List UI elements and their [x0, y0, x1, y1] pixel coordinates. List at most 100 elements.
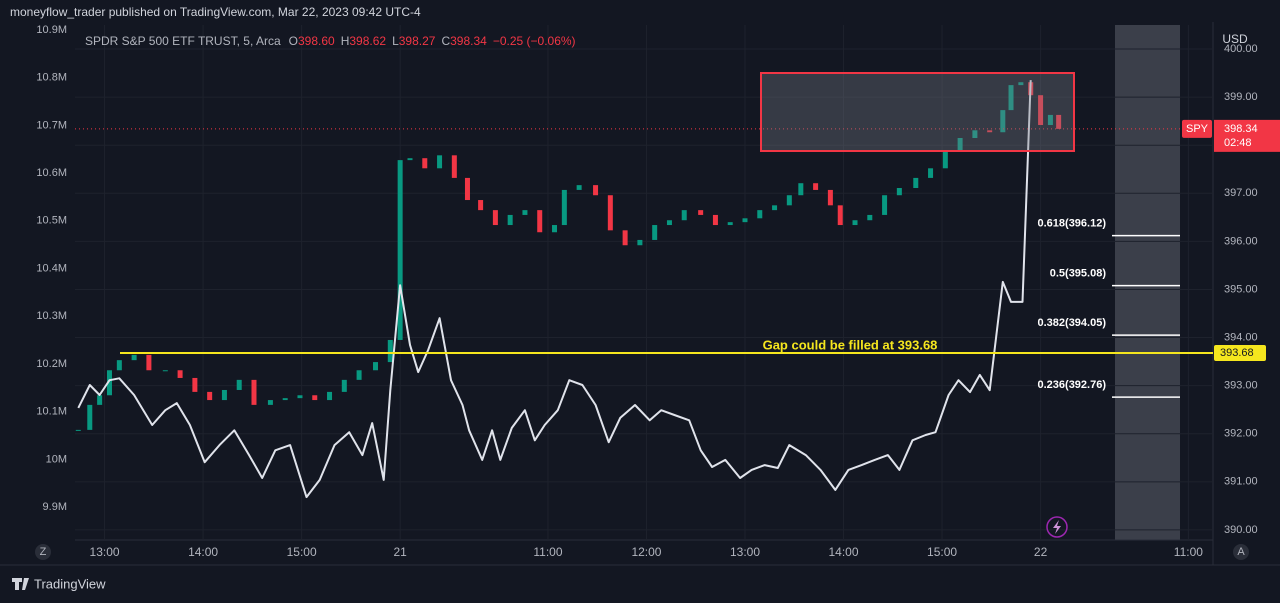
candle-body — [75, 429, 81, 431]
candle-body — [464, 177, 470, 201]
candle-body — [1018, 82, 1024, 86]
y2-tick-label: 10.6M — [36, 167, 67, 179]
y-tick-label: 394.00 — [1224, 331, 1258, 343]
last-price-tag — [1214, 119, 1280, 152]
candle-body — [1008, 85, 1014, 111]
candle-body — [813, 183, 819, 190]
fib-label: 0.618(396.12) — [1038, 218, 1107, 230]
candle-body — [192, 377, 198, 392]
y2-tick-label: 10.2M — [36, 358, 67, 370]
candle-body — [146, 354, 152, 371]
event-bolt — [1053, 520, 1061, 534]
y-tick-label: 396.00 — [1224, 235, 1258, 247]
candle-body — [251, 379, 257, 405]
x-tick-label: 15:00 — [927, 545, 957, 559]
x-tick-label: 12:00 — [631, 545, 661, 559]
change: −0.25 (−0.06%) — [493, 34, 576, 48]
candle-body — [162, 370, 168, 372]
candle-body — [896, 188, 902, 196]
candle-body — [106, 370, 112, 396]
c-value: 398.34 — [450, 34, 487, 48]
y2-tick-label: 10.7M — [36, 119, 67, 131]
candle-body — [882, 195, 888, 215]
y-tick-label: 392.00 — [1224, 428, 1258, 440]
h-value: 398.62 — [349, 34, 386, 48]
y-tick-label: 393.00 — [1224, 380, 1258, 392]
event-icon[interactable] — [1046, 516, 1068, 538]
candle-body — [622, 230, 628, 246]
x-tick-label: 15:00 — [287, 545, 317, 559]
legend: SPDR S&P 500 ETF TRUST, 5, Arca O398.60 H3… — [85, 34, 576, 48]
candle-body — [852, 220, 858, 226]
candle-body — [507, 214, 513, 226]
o-label: O — [289, 34, 298, 48]
x-tick-label: 22 — [1034, 545, 1048, 559]
candle-body — [837, 205, 843, 226]
fib-label: 0.382(394.05) — [1038, 317, 1107, 329]
fib-label: 0.236(392.76) — [1038, 379, 1107, 391]
candle-body — [437, 155, 443, 169]
candle-body — [666, 220, 672, 226]
candle-body — [972, 130, 978, 139]
candle-body — [327, 391, 333, 401]
y2-tick-label: 10M — [46, 453, 67, 465]
candle-body — [1047, 114, 1053, 126]
candle-body — [786, 195, 792, 206]
y-tick-label: 390.00 — [1224, 524, 1258, 536]
candle-body — [561, 189, 567, 226]
candle-body — [397, 160, 403, 340]
y2-tick-label: 10.8M — [36, 72, 67, 84]
fib-label: 0.5(395.08) — [1050, 268, 1107, 280]
auto-button[interactable] — [1233, 544, 1249, 560]
candle-body — [698, 210, 704, 215]
candle-body — [221, 389, 227, 401]
candle-body — [387, 339, 393, 363]
x-tick-label: 13:00 — [90, 545, 120, 559]
candle-body — [407, 158, 413, 161]
candle-body — [957, 138, 963, 152]
c-label: C — [441, 34, 450, 48]
candle-body — [942, 151, 948, 169]
auto-label[interactable]: A — [1237, 546, 1245, 558]
y2-tick-label: 10.3M — [36, 310, 67, 322]
y2-tick-label: 10.5M — [36, 215, 67, 227]
candle-body — [681, 210, 687, 221]
candle-body — [478, 200, 484, 211]
candle-body — [236, 379, 242, 390]
highlight-box — [760, 72, 1075, 152]
candle-body — [131, 354, 137, 361]
symbol-tag-label: SPY — [1186, 123, 1209, 135]
currency: USD — [1222, 32, 1248, 46]
symbol-tag — [1182, 119, 1212, 138]
candle-body — [742, 218, 748, 223]
zoom-button[interactable] — [35, 544, 51, 560]
symbol: SPDR S&P 500 ETF TRUST, 5, Arca — [85, 34, 281, 48]
candle-body — [727, 222, 733, 226]
l-label: L — [392, 34, 399, 48]
candle-body — [297, 395, 303, 399]
candle-body — [576, 185, 582, 190]
candle-body — [913, 177, 919, 189]
candle-body — [652, 225, 658, 240]
countdown-label: 02:48 — [1224, 137, 1252, 149]
x-tick-label: 11:00 — [533, 545, 562, 559]
y-tick-label: 391.00 — [1224, 476, 1258, 488]
candle-body — [537, 210, 543, 233]
gap-level-tag — [1214, 344, 1266, 361]
zoom-label[interactable]: Z — [40, 546, 47, 558]
y-tick-label: 395.00 — [1224, 283, 1258, 295]
candle-body — [373, 362, 379, 371]
gap-level-label: 393.68 — [1220, 347, 1254, 359]
y-tick-label: 397.00 — [1224, 187, 1258, 199]
candle-body — [207, 391, 213, 401]
candle-body — [593, 185, 599, 196]
candle-body — [1000, 110, 1006, 133]
candle-body — [87, 404, 93, 430]
l-value: 398.27 — [399, 34, 436, 48]
candle-body — [282, 398, 288, 401]
candle-body — [712, 214, 718, 226]
y-tick-label: 400.00 — [1224, 43, 1258, 55]
candle-body — [928, 168, 934, 178]
candle-body — [987, 130, 993, 133]
